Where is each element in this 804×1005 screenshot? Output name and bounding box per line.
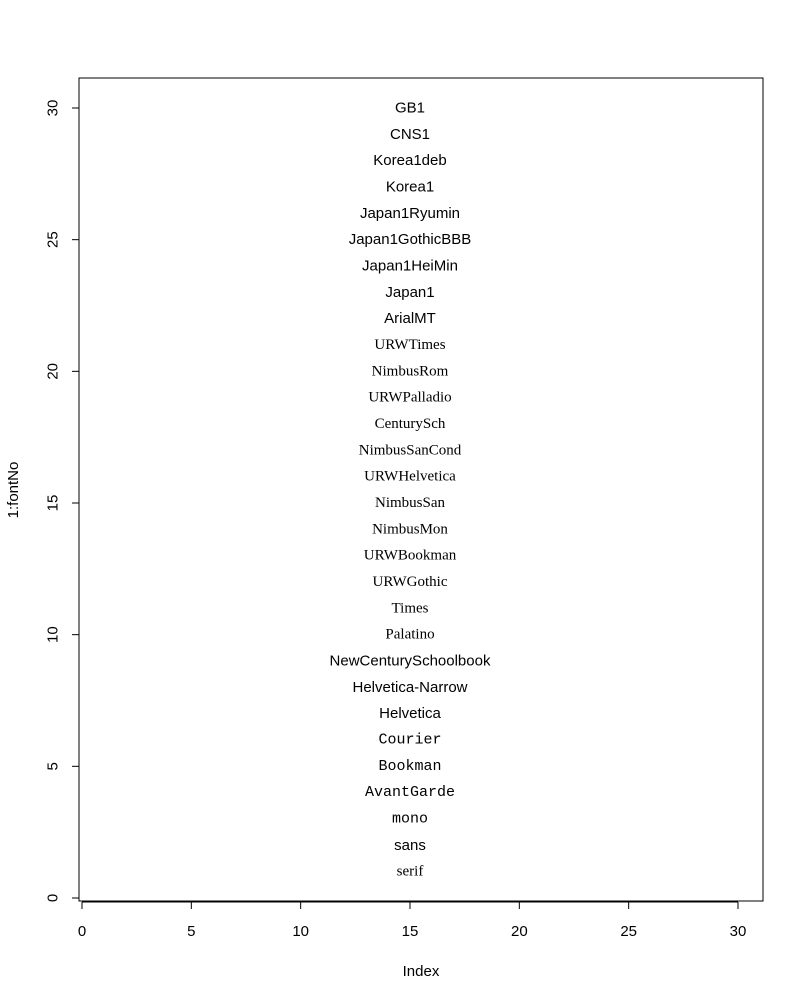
x-tick-label: 25 bbox=[620, 923, 637, 940]
point-label: NimbusSan bbox=[375, 495, 446, 511]
point-label: Japan1GothicBBB bbox=[349, 231, 472, 248]
x-axis-title: Index bbox=[403, 963, 440, 980]
y-tick-label: 30 bbox=[45, 100, 62, 117]
point-label: NimbusSanCond bbox=[359, 442, 462, 458]
point-label: URWHelvetica bbox=[364, 469, 456, 485]
plot-frame bbox=[79, 78, 763, 901]
y-tick-label: 0 bbox=[45, 894, 62, 902]
y-tick-label: 20 bbox=[45, 363, 62, 380]
x-tick-label: 5 bbox=[187, 923, 195, 940]
y-tick-label: 15 bbox=[45, 495, 62, 512]
point-label: Japan1HeiMin bbox=[362, 258, 458, 275]
x-tick-label: 10 bbox=[292, 923, 309, 940]
point-label: AvantGarde bbox=[365, 784, 455, 801]
point-label: Korea1 bbox=[386, 179, 434, 196]
point-label: Bookman bbox=[378, 758, 441, 775]
point-label: URWGothic bbox=[373, 574, 448, 590]
y-axis: 0 5 10 15 20 25 30 bbox=[45, 100, 80, 903]
point-label: ArialMT bbox=[384, 310, 436, 327]
point-label: NimbusRom bbox=[372, 363, 449, 379]
point-label: URWPalladio bbox=[368, 390, 451, 406]
point-label: NewCenturySchoolbook bbox=[330, 653, 491, 670]
point-label: Times bbox=[392, 600, 429, 616]
y-axis-title: 1:fontNo bbox=[5, 462, 22, 519]
point-label: URWBookman bbox=[364, 548, 457, 564]
point-label: CenturySch bbox=[375, 416, 446, 432]
x-tick-label: 30 bbox=[730, 923, 747, 940]
x-tick-label: 0 bbox=[78, 923, 86, 940]
point-label: GB1 bbox=[395, 100, 425, 117]
point-label: Japan1Ryumin bbox=[360, 205, 460, 222]
y-tick-label: 5 bbox=[45, 762, 62, 770]
x-tick-label: 20 bbox=[511, 923, 528, 940]
point-label: Palatino bbox=[385, 627, 434, 643]
point-label: sans bbox=[394, 837, 426, 854]
x-axis: 0 5 10 15 20 25 30 bbox=[78, 902, 747, 940]
point-label: mono bbox=[392, 811, 428, 828]
point-label: serif bbox=[397, 864, 424, 880]
point-label: Korea1deb bbox=[373, 152, 446, 169]
point-label: Helvetica-Narrow bbox=[352, 679, 467, 696]
point-label: CNS1 bbox=[390, 126, 430, 143]
point-label: NimbusMon bbox=[372, 521, 448, 537]
point-label: Helvetica bbox=[379, 705, 441, 722]
point-label: URWTimes bbox=[374, 337, 445, 353]
point-label: Japan1 bbox=[385, 284, 434, 301]
point-labels: serif sans mono AvantGarde Bookman Courier Hel… bbox=[330, 100, 491, 880]
x-tick-label: 15 bbox=[402, 923, 419, 940]
y-tick-label: 25 bbox=[45, 231, 62, 248]
y-tick-label: 10 bbox=[45, 626, 62, 643]
point-label: Courier bbox=[378, 732, 441, 749]
